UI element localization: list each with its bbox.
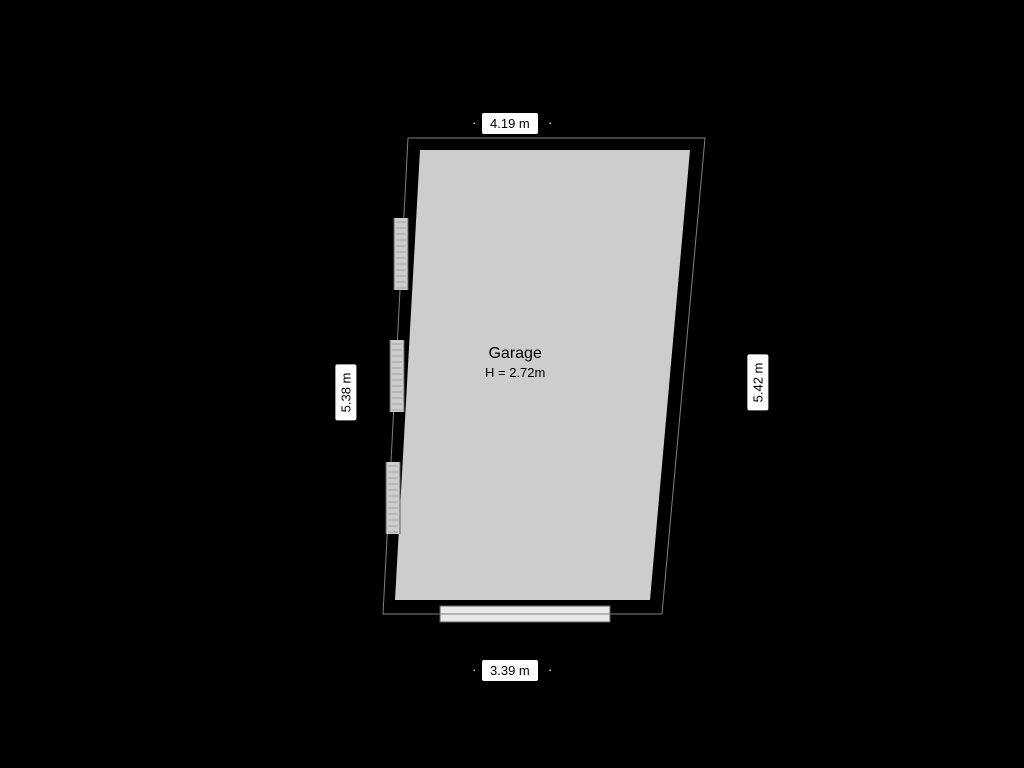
dim-tick: ·: [548, 115, 552, 130]
dimension-bottom: 3.39 m: [482, 660, 538, 681]
dim-tick: ·: [472, 662, 476, 677]
dim-tick: ·: [548, 662, 552, 677]
room-label: Garage H = 2.72m: [485, 345, 545, 380]
window-opening: [394, 218, 408, 290]
dimension-top: 4.19 m: [482, 113, 538, 134]
window-opening: [390, 340, 404, 412]
dimension-left: 5.38 m: [335, 365, 356, 421]
dim-tick: ·: [472, 115, 476, 130]
dimension-right: 5.42 m: [747, 355, 768, 411]
room-height: H = 2.72m: [485, 365, 545, 380]
window-opening: [386, 462, 400, 534]
room-name: Garage: [485, 345, 545, 363]
